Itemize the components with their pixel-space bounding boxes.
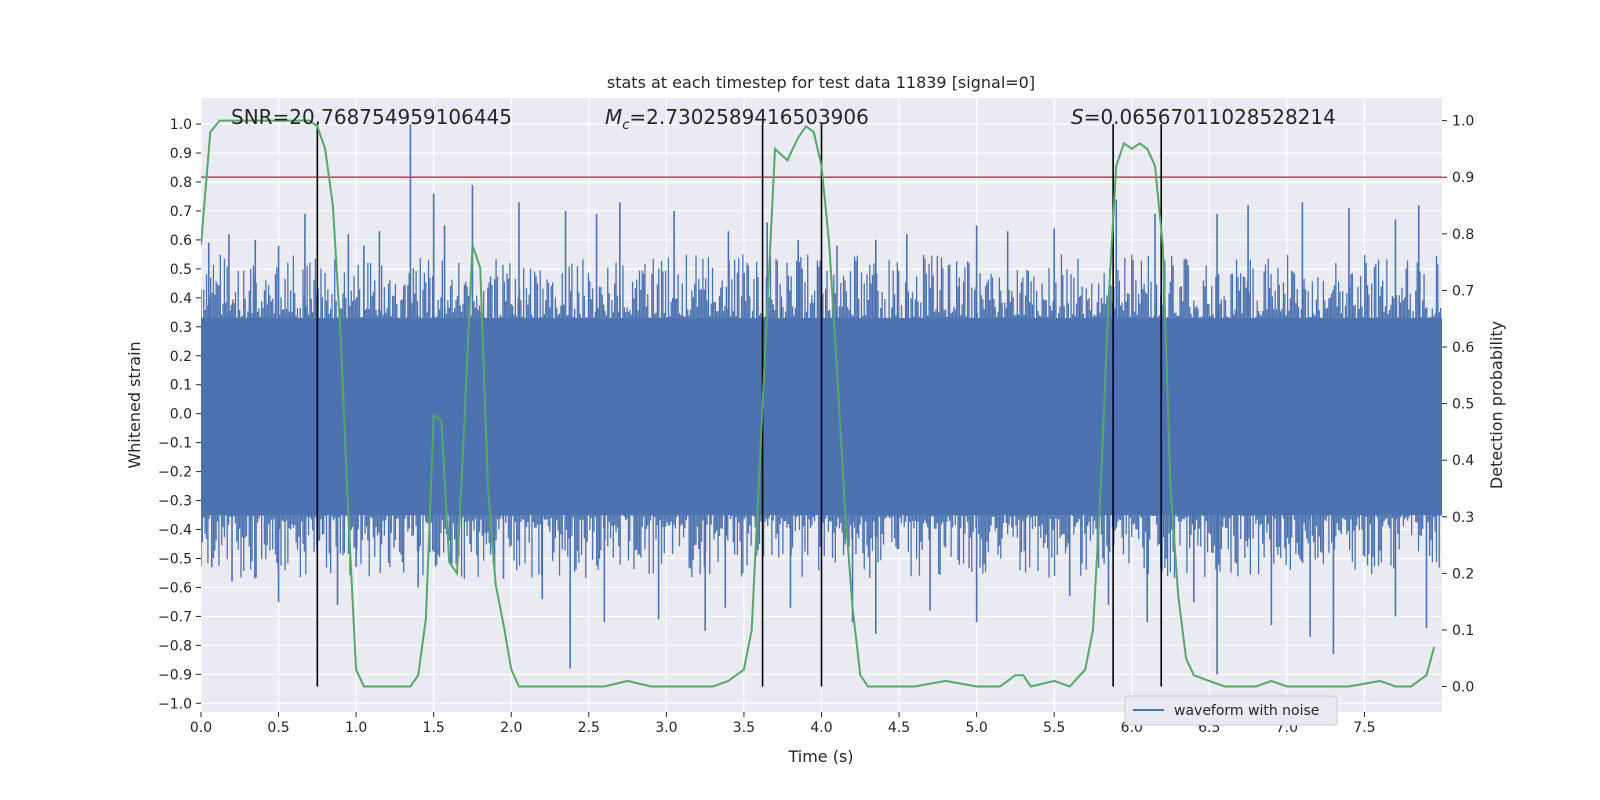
- s-value: =0.06567011028528214: [1084, 105, 1336, 129]
- y-left-tick-label: 0.4: [170, 291, 192, 307]
- x-tick-label: 4.5: [888, 720, 910, 736]
- y-left-axis-ticks: 1.0 0.9 0.8 0.7 0.6 0.5 0.4 0.3 0.2 0.1 0.0 −0.1 −0.…: [158, 117, 201, 712]
- x-tick-label: 2.5: [578, 720, 600, 736]
- y-left-tick-label: −1.0: [158, 696, 192, 712]
- x-tick-label: 4.0: [810, 720, 832, 736]
- y-left-tick-label: −0.2: [158, 465, 192, 481]
- x-tick-label: 2.0: [500, 720, 522, 736]
- chirp-mass-value: =2.7302589416503906: [629, 105, 868, 129]
- y-left-tick-label: −0.6: [158, 580, 192, 596]
- y-right-axis-label: Detection probability: [1487, 321, 1506, 489]
- s-symbol: S: [1071, 105, 1084, 129]
- x-tick-label: 3.0: [655, 720, 677, 736]
- y-left-axis-label: Whitened strain: [125, 341, 144, 468]
- y-left-tick-label: 0.1: [170, 378, 192, 394]
- y-left-tick-label: −0.5: [158, 552, 192, 568]
- x-tick-label: 5.0: [965, 720, 987, 736]
- y-left-tick-label: 0.3: [170, 320, 192, 336]
- y-left-tick-label: 1.0: [170, 117, 192, 133]
- x-tick-label: 5.5: [1043, 720, 1065, 736]
- s-annotation: S=0.06567011028528214: [1071, 105, 1336, 129]
- y-right-tick-label: 0.0: [1452, 680, 1474, 696]
- legend: waveform with noise: [1124, 695, 1338, 726]
- x-tick-label: 0.0: [190, 720, 212, 736]
- x-tick-label: 3.5: [733, 720, 755, 736]
- y-right-axis-ticks: 1.0 0.9 0.8 0.7 0.6 0.5 0.4 0.3 0.2 0.1 0.0: [1442, 114, 1474, 696]
- x-tick-label: 1.5: [423, 720, 445, 736]
- y-left-tick-label: 0.7: [170, 204, 192, 220]
- snr-annotation: SNR=20.768754959106445: [231, 105, 512, 129]
- detection-probability-series: [201, 119, 1436, 688]
- y-right-tick-label: 0.5: [1452, 397, 1474, 413]
- y-right-tick-label: 1.0: [1452, 114, 1474, 130]
- y-right-tick-label: 0.1: [1452, 623, 1474, 639]
- y-left-tick-label: −0.4: [158, 523, 192, 539]
- y-left-tick-label: 0.6: [170, 233, 192, 249]
- legend-label: waveform with noise: [1174, 703, 1319, 719]
- chirp-mass-subscript: c: [622, 118, 629, 133]
- y-left-tick-label: 0.2: [170, 349, 192, 365]
- y-left-tick-label: −0.1: [158, 436, 192, 452]
- y-left-tick-label: 0.5: [170, 262, 192, 278]
- y-left-tick-label: −0.3: [158, 494, 192, 510]
- y-left-tick-label: −0.9: [158, 667, 192, 683]
- x-tick-label: 0.5: [267, 720, 289, 736]
- y-left-tick-label: 0.8: [170, 175, 192, 191]
- y-right-tick-label: 0.6: [1452, 340, 1474, 356]
- y-left-tick-label: 0.0: [170, 407, 192, 423]
- chirp-mass-symbol: M: [605, 105, 622, 129]
- y-left-tick-label: −0.7: [158, 609, 192, 625]
- y-right-tick-label: 0.3: [1452, 510, 1474, 526]
- y-right-tick-label: 0.7: [1452, 283, 1474, 299]
- y-left-tick-label: −0.8: [158, 638, 192, 654]
- y-right-tick-label: 0.2: [1452, 566, 1474, 582]
- chart-title: stats at each timestep for test data 118…: [607, 73, 1035, 92]
- chirp-mass-annotation: Mc=2.7302589416503906: [605, 105, 869, 133]
- x-tick-label: 1.0: [345, 720, 367, 736]
- y-right-tick-label: 0.4: [1452, 453, 1474, 469]
- y-right-tick-label: 0.9: [1452, 170, 1474, 186]
- y-left-tick-label: 0.9: [170, 146, 192, 162]
- x-tick-label: 7.5: [1353, 720, 1375, 736]
- legend-box: [1124, 695, 1338, 726]
- y-right-tick-label: 0.8: [1452, 227, 1474, 243]
- detection-probability-line: [201, 119, 1436, 688]
- x-axis-label: Time (s): [787, 747, 853, 766]
